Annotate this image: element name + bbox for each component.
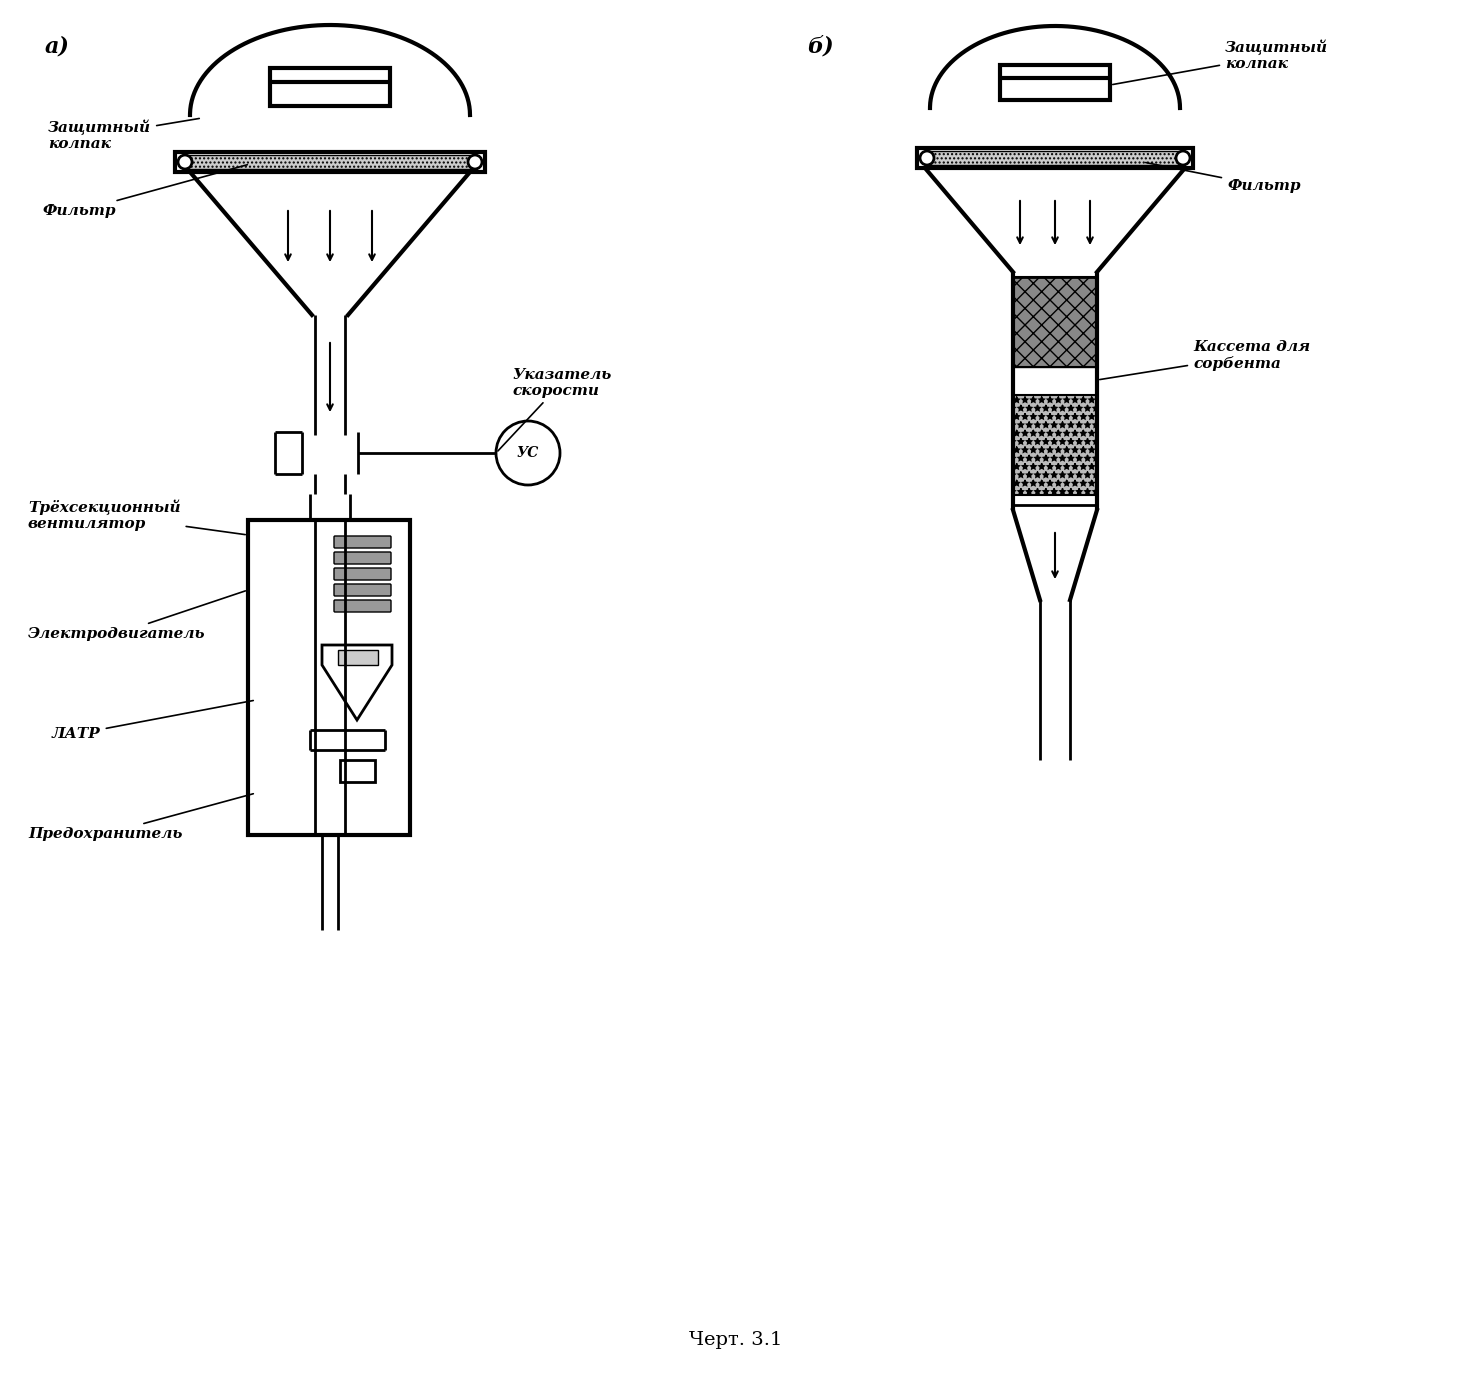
Text: Трёхсекционный
вентилятор: Трёхсекционный вентилятор: [28, 499, 246, 534]
FancyBboxPatch shape: [334, 536, 392, 548]
Text: Защитный
колпак: Защитный колпак: [1113, 39, 1328, 84]
Bar: [1013, 278, 1097, 367]
Bar: [183, 155, 477, 168]
Text: Указатель
скорости: Указатель скорости: [498, 367, 611, 452]
Text: Черт. 3.1: Черт. 3.1: [689, 1331, 783, 1349]
Circle shape: [496, 421, 559, 485]
Text: б): б): [807, 35, 833, 57]
FancyBboxPatch shape: [334, 568, 392, 580]
Bar: [924, 151, 1185, 164]
Bar: [339, 650, 378, 666]
Text: а): а): [46, 35, 69, 57]
Text: Электродвигатель: Электродвигатель: [28, 591, 246, 641]
Circle shape: [178, 155, 191, 168]
Text: ЛАТР: ЛАТР: [52, 700, 253, 742]
FancyBboxPatch shape: [334, 599, 392, 612]
Bar: [247, 521, 411, 836]
Bar: [269, 68, 390, 106]
Circle shape: [468, 155, 481, 168]
Circle shape: [920, 151, 935, 164]
Text: Фильтр: Фильтр: [1145, 163, 1300, 193]
Text: Предохранитель: Предохранитель: [28, 794, 253, 841]
Text: Кассета для
сорбента: Кассета для сорбента: [1100, 340, 1310, 380]
Bar: [1013, 395, 1097, 494]
Bar: [175, 152, 484, 173]
Bar: [1013, 367, 1097, 395]
Text: Защитный
колпак: Защитный колпак: [49, 119, 199, 151]
Text: УС: УС: [517, 446, 539, 460]
FancyBboxPatch shape: [334, 552, 392, 563]
Bar: [340, 760, 375, 782]
Polygon shape: [322, 645, 392, 720]
Bar: [999, 65, 1110, 99]
FancyBboxPatch shape: [334, 584, 392, 597]
Bar: [917, 148, 1192, 168]
Text: Фильтр: Фильтр: [43, 164, 247, 218]
Circle shape: [1176, 151, 1189, 164]
